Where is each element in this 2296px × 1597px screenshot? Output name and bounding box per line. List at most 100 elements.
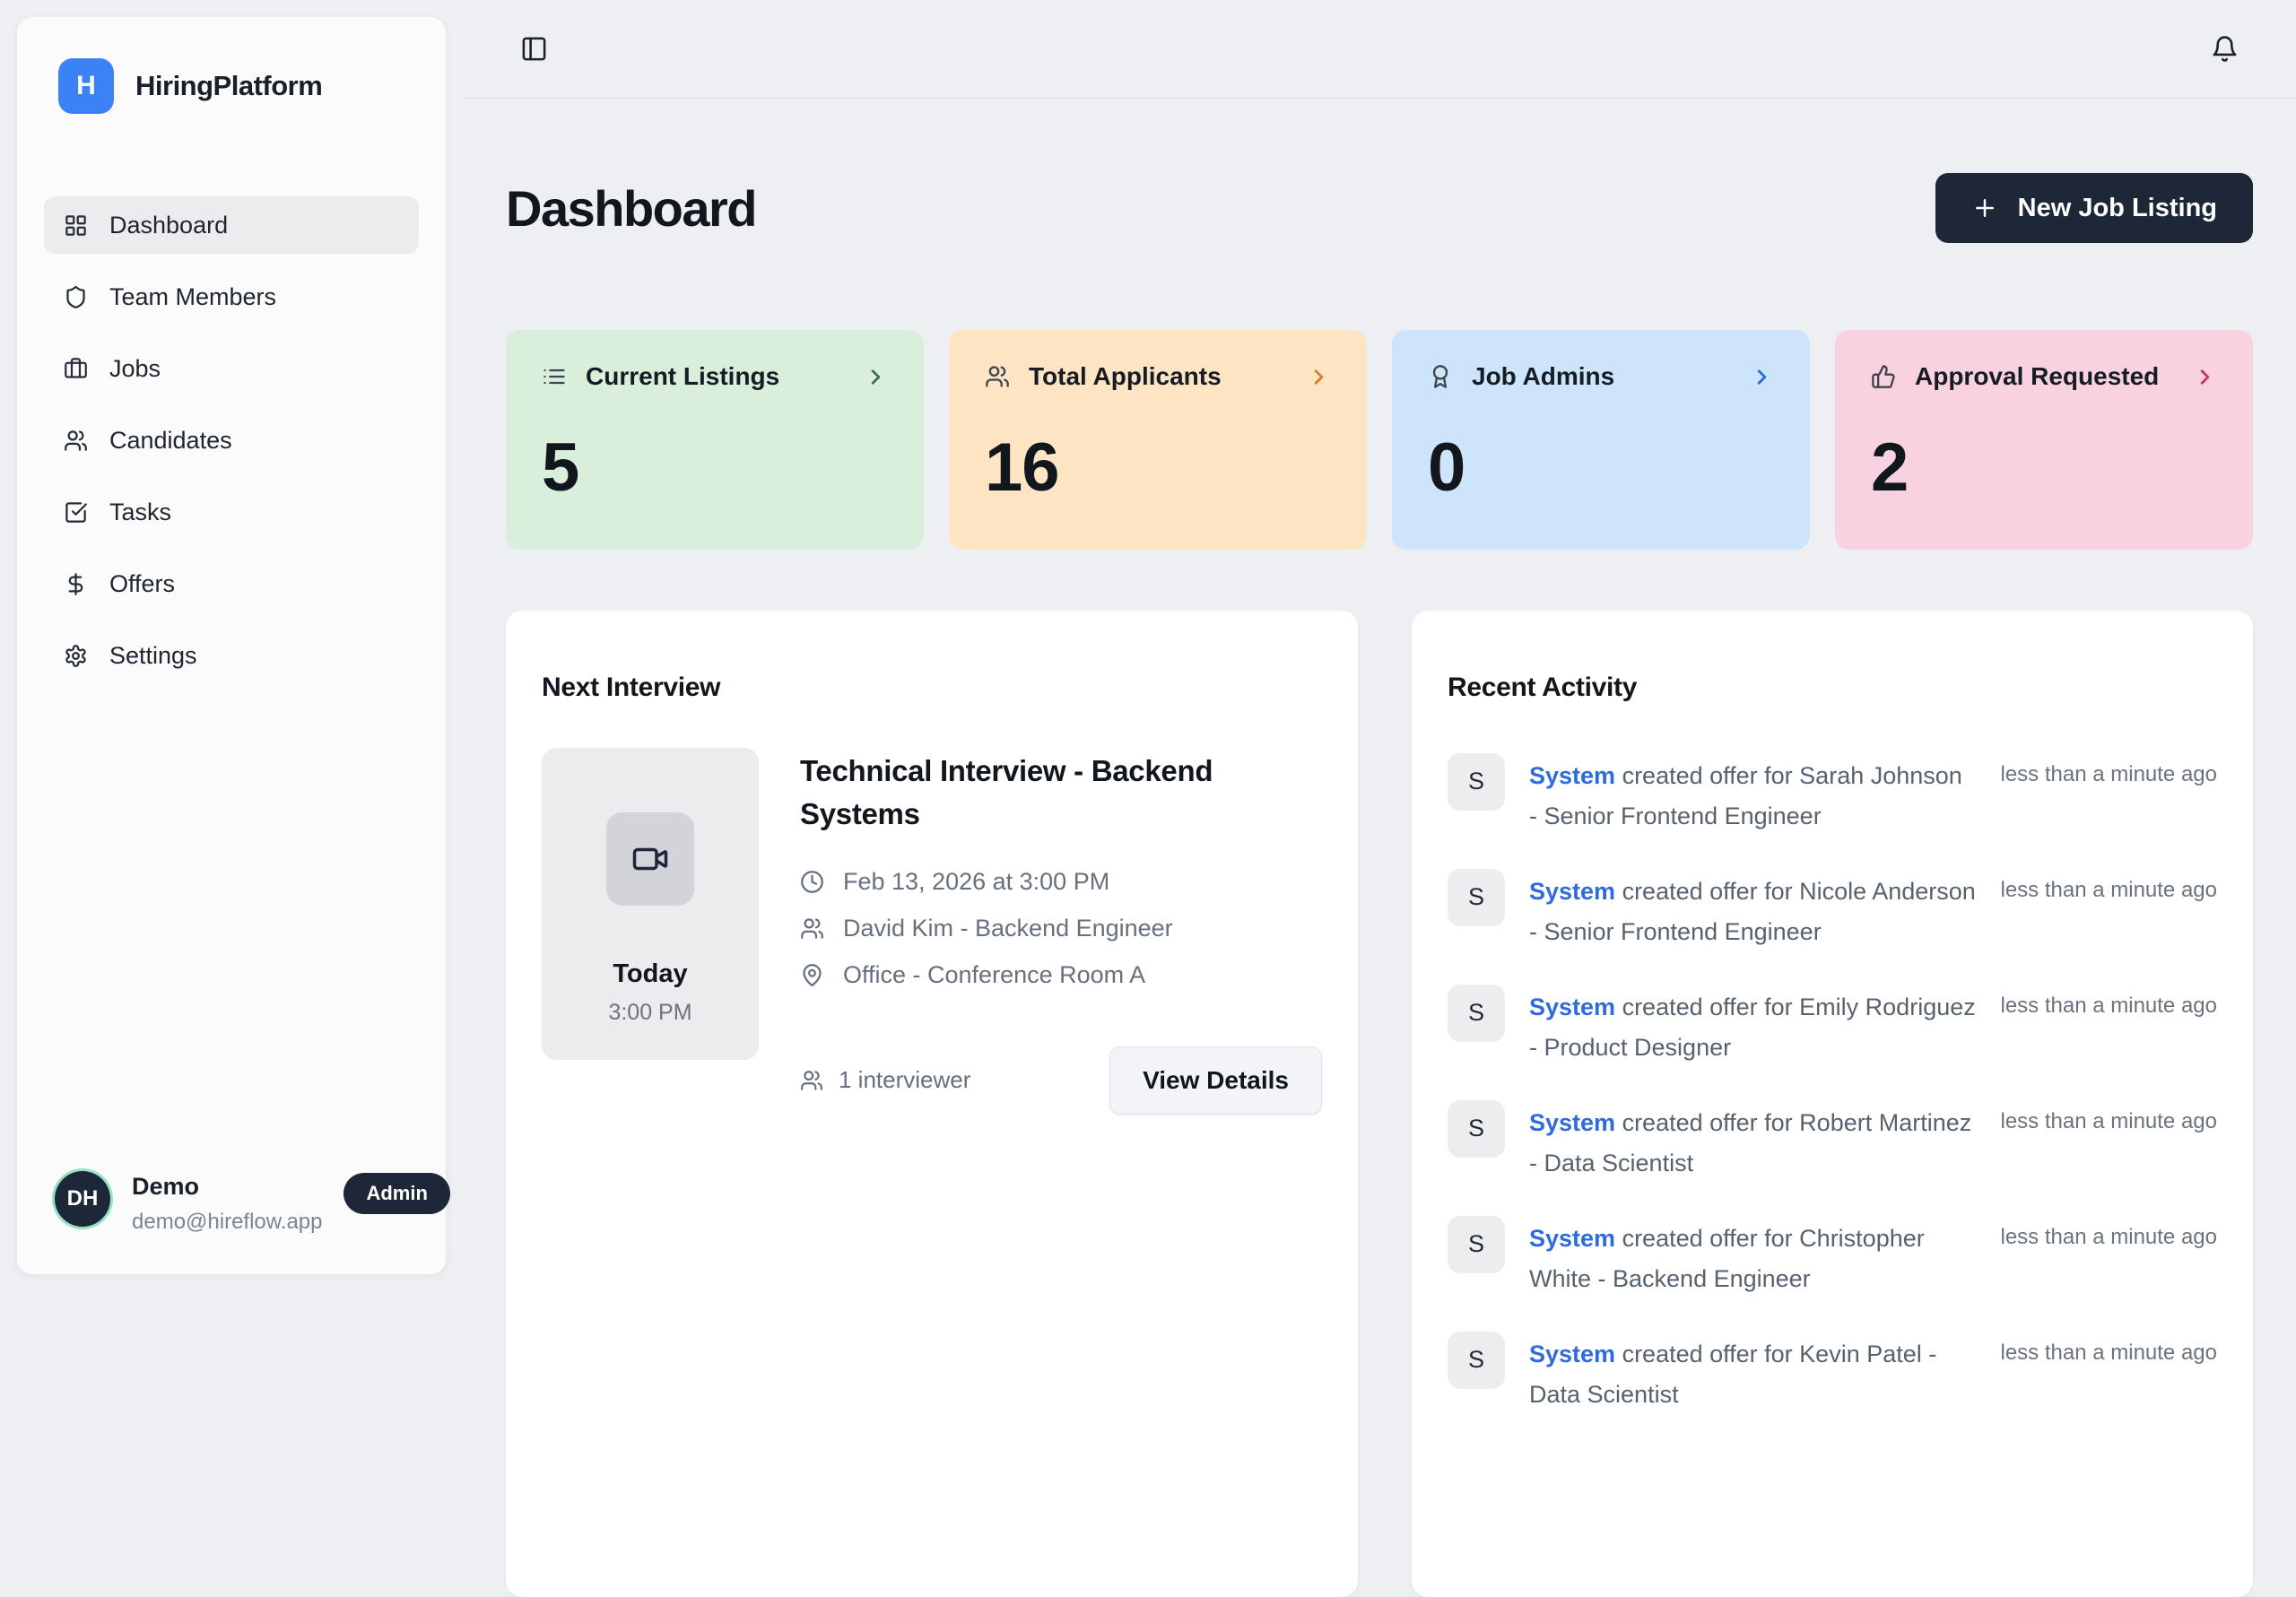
sidebar-item-jobs[interactable]: Jobs <box>44 340 419 397</box>
new-job-listing-button[interactable]: New Job Listing <box>1935 173 2253 244</box>
activity-item: S System created offer for Nicole Anders… <box>1448 868 2218 952</box>
interview-details: Feb 13, 2026 at 3:00 PM David Kim - Back… <box>800 868 1322 989</box>
video-icon-tile <box>606 812 694 906</box>
user-info: Demo demo@hireflow.app <box>132 1171 322 1235</box>
sidebar-item-settings[interactable]: Settings <box>44 627 419 684</box>
activity-action: created offer for Emily Rodriguez - Prod… <box>1529 993 1976 1061</box>
dollar-icon <box>68 572 83 595</box>
interview-datetime-row: Feb 13, 2026 at 3:00 PM <box>800 868 1322 896</box>
sidebar-item-offers[interactable]: Offers <box>44 555 419 612</box>
users-icon <box>986 366 1009 387</box>
brand-name: HiringPlatform <box>135 70 323 101</box>
notifications-button[interactable] <box>2205 30 2244 68</box>
activity-timestamp: less than a minute ago <box>2000 1340 2218 1365</box>
sidebar-nav: Dashboard Team Members Jobs Candidates T… <box>44 196 419 684</box>
next-interview-title: Next Interview <box>542 672 721 702</box>
role-badge: Admin <box>344 1173 450 1214</box>
interview-datetime: Feb 13, 2026 at 3:00 PM <box>843 867 1110 895</box>
sidebar-item-tasks[interactable]: Tasks <box>44 483 419 541</box>
content: Dashboard New Job Listing Current Listin… <box>463 99 2296 1597</box>
sidebar-item-label: Settings <box>109 641 197 669</box>
activity-timestamp: less than a minute ago <box>2000 1224 2218 1249</box>
interview-candidate-row: David Kim - Backend Engineer <box>800 915 1322 942</box>
activity-text: System created offer for Nicole Anderson… <box>1529 869 1977 952</box>
stat-card-header: Total Applicants <box>985 362 1331 391</box>
stat-cards: Current Listings 5 Total Applicants 16 J… <box>506 330 2253 551</box>
interviewer-count: 1 interviewer <box>800 1066 970 1094</box>
activity-avatar: S <box>1448 984 1505 1042</box>
chevron-right-icon <box>1307 365 1331 389</box>
activity-action: created offer for Nicole Anderson - Seni… <box>1529 877 1976 945</box>
brand-logo: H <box>58 58 114 114</box>
interview-job-title: Technical Interview - Backend Systems <box>800 753 1213 830</box>
activity-actor-link[interactable]: System <box>1529 761 1616 789</box>
recent-activity-title: Recent Activity <box>1448 672 1638 702</box>
interview-location: Office - Conference Room A <box>843 960 1146 988</box>
stat-card-header: Job Admins <box>1428 362 1774 391</box>
sidebar-item-label: Candidates <box>109 426 232 454</box>
activity-avatar: S <box>1448 752 1505 811</box>
activity-actor-link[interactable]: System <box>1529 877 1616 905</box>
sidebar-toggle-button[interactable] <box>515 30 553 68</box>
activity-action: created offer for Christopher White - Ba… <box>1529 1224 1925 1292</box>
activity-actor-link[interactable]: System <box>1529 1340 1616 1367</box>
gear-icon <box>65 644 86 667</box>
view-details-button[interactable]: View Details <box>1109 1046 1322 1115</box>
clock-icon <box>801 870 823 893</box>
activity-text: System created offer for Emily Rodriguez… <box>1529 985 1977 1068</box>
award-icon <box>1432 365 1448 388</box>
stat-card-header: Current Listings <box>542 362 888 391</box>
sidebar-item-label: Tasks <box>109 498 172 525</box>
activity-timestamp: less than a minute ago <box>2000 993 2218 1018</box>
users-icon <box>801 1070 822 1090</box>
stat-value: 0 <box>1428 430 1465 507</box>
user-profile[interactable]: DH Demo demo@hireflow.app Admin <box>44 1171 450 1235</box>
briefcase-icon <box>65 357 87 378</box>
chevron-right-icon <box>2193 365 2217 389</box>
sidebar-item-label: Jobs <box>109 354 161 382</box>
topbar <box>463 0 2296 99</box>
stat-value: 2 <box>1871 430 1909 507</box>
activity-actor-link[interactable]: System <box>1529 1224 1616 1252</box>
activity-timestamp: less than a minute ago <box>2000 877 2218 902</box>
activity-actor-link[interactable]: System <box>1529 1108 1616 1136</box>
activity-timestamp: less than a minute ago <box>2000 1108 2218 1133</box>
chevron-right-icon <box>1750 365 1774 389</box>
interview-date-tile: Today 3:00 PM <box>542 747 759 1060</box>
main-area: Dashboard New Job Listing Current Listin… <box>463 0 2296 1597</box>
sidebar: H HiringPlatform Dashboard Team Members … <box>16 16 450 1275</box>
recent-activity-panel: Recent Activity S System created offer f… <box>1412 611 2253 1597</box>
activity-item: S System created offer for Sarah Johnson… <box>1448 752 2217 837</box>
stat-card-current-listings[interactable]: Current Listings 5 <box>506 330 924 551</box>
dashboard-grid-icon <box>65 214 86 236</box>
sidebar-item-team-members[interactable]: Team Members <box>44 268 419 325</box>
activity-avatar: S <box>1448 1331 1505 1389</box>
video-camera-icon <box>632 847 668 871</box>
sidebar-item-label: Offers <box>109 569 176 597</box>
map-pin-icon <box>803 963 822 986</box>
interview-card: Today 3:00 PM Technical Interview - Back… <box>542 747 1322 1115</box>
new-job-listing-label: New Job Listing <box>2017 193 2217 222</box>
activity-avatar: S <box>1448 1099 1505 1158</box>
sidebar-item-label: Dashboard <box>109 211 229 239</box>
bell-icon <box>2213 36 2237 62</box>
stat-card-job-admins[interactable]: Job Admins 0 <box>1392 330 1810 551</box>
sidebar-item-dashboard[interactable]: Dashboard <box>44 196 419 254</box>
user-email: demo@hireflow.app <box>132 1210 323 1234</box>
activity-item: S System created offer for Emily Rodrigu… <box>1448 984 2218 1068</box>
stat-card-total-applicants[interactable]: Total Applicants 16 <box>949 330 1367 551</box>
activity-item: S System created offer for Christopher W… <box>1448 1215 2218 1299</box>
sidebar-item-candidates[interactable]: Candidates <box>44 412 419 469</box>
activity-text: System created offer for Robert Martinez… <box>1529 1100 1977 1184</box>
stat-card-approval-requested[interactable]: Approval Requested 2 <box>1835 330 2253 551</box>
chevron-right-icon <box>864 365 888 389</box>
activity-actor-link[interactable]: System <box>1529 993 1616 1020</box>
page-title: Dashboard <box>506 179 758 237</box>
interview-day: Today <box>613 959 688 988</box>
stat-card-header: Approval Requested <box>1871 362 2217 391</box>
activity-item: S System created offer for Kevin Patel -… <box>1448 1331 2218 1415</box>
activity-item: S System created offer for Robert Martin… <box>1448 1099 2218 1184</box>
users-icon <box>65 430 87 451</box>
activity-text: System created offer for Sarah Johnson -… <box>1529 753 1977 837</box>
brand: H HiringPlatform <box>44 58 419 114</box>
